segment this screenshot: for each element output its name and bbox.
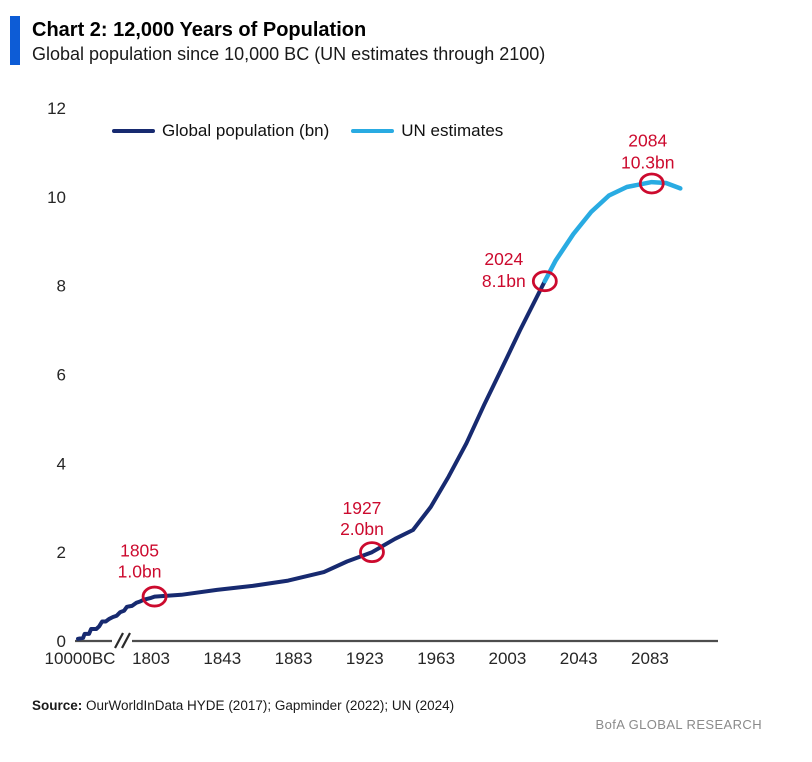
x-tick-label: 2003 [488,649,526,668]
source-text: OurWorldInData HYDE (2017); Gapminder (2… [82,698,455,713]
legend-label-global-population: Global population (bn) [162,121,330,140]
source-line: Source: OurWorldInData HYDE (2017); Gapm… [32,698,454,713]
x-tick-label: 1963 [417,649,455,668]
blue-line-swatch-icon [351,128,395,134]
annotation-value-label: 8.1bn [482,271,526,291]
y-tick-label: 12 [47,99,66,118]
annotation-value-label: 10.3bn [621,152,675,172]
accent-bar [10,16,20,65]
chart-title: Chart 2: 12,000 Years of Population [32,19,367,41]
x-tick-label: 1923 [346,649,384,668]
chart-legend: Global population (bn) UN estimates [112,121,503,141]
legend-label-un-estimates: UN estimates [401,121,504,140]
annotation-circle-1805 [141,585,168,608]
annotation-year-label: 2024 [484,249,523,269]
series-line-un-estimates [542,179,683,284]
axis-break-mark [121,632,131,649]
source-label: Source: [32,698,83,713]
chart-subtitle: Global population since 10,000 BC (UN es… [32,44,546,64]
annotation-circle-2024 [531,270,558,293]
annotation-value-label: 2.0bn [340,519,384,539]
y-tick-label: 2 [57,543,66,562]
axis-break-mark [114,632,124,649]
y-tick-label: 4 [57,454,66,473]
x-tick-label: 1803 [132,649,170,668]
y-tick-label: 10 [47,188,66,207]
legend-item-un-estimates: UN estimates [351,121,503,141]
y-tick-label: 6 [57,365,66,384]
brand-text: BofA GLOBAL RESEARCH [595,717,762,732]
navy-line-swatch-icon [112,128,155,134]
annotation-year-label: 2084 [628,130,667,150]
x-tick-label: 1883 [275,649,313,668]
annotation-circle-1927 [359,541,385,564]
annotation-year-label: 1927 [342,498,381,518]
legend-item-global-population: Global population (bn) [112,121,329,141]
x-tick-label: 1843 [203,649,241,668]
y-tick-label: 0 [57,632,66,651]
x-tick-label: 10000BC [45,649,116,668]
annotation-year-label: 1805 [120,541,159,561]
y-tick-label: 8 [57,277,66,296]
annotation-value-label: 1.0bn [118,562,162,582]
series-line-global-population [76,279,547,641]
x-tick-label: 2083 [631,649,669,668]
x-tick-label: 2043 [560,649,598,668]
annotation-circle-2084 [638,172,665,195]
